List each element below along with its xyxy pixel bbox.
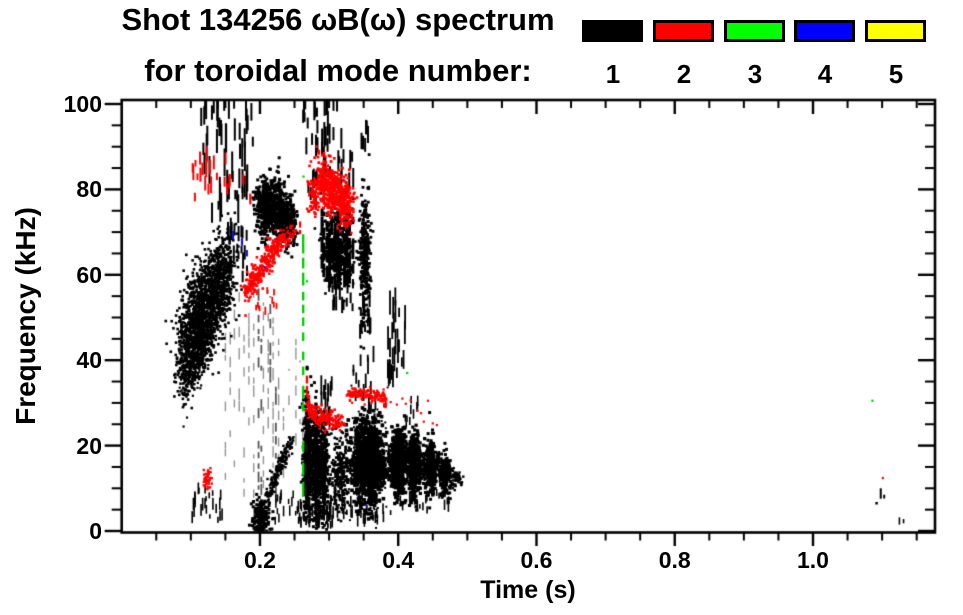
y-tick-label-80: 80: [76, 176, 102, 203]
plot-title-line1: Shot 134256 ωB(ω) spectrum: [121, 2, 555, 37]
y-axis-title: Frequency (kHz): [10, 207, 41, 425]
y-tick-label-0: 0: [89, 518, 102, 544]
x-tick-label-0.6: 0.6: [520, 547, 553, 573]
legend-label-n4: 4: [817, 59, 833, 89]
legend-swatch-n5: [865, 20, 926, 42]
y-tick-label-60: 60: [76, 261, 102, 288]
legend-label-n2: 2: [676, 59, 692, 89]
x-tick-label-0.8: 0.8: [658, 547, 691, 573]
x-tick-label-0.4: 0.4: [382, 547, 415, 573]
legend-swatch-n4: [794, 20, 855, 42]
legend-label-n3: 3: [747, 59, 763, 89]
legend-label-n1: 1: [605, 59, 621, 89]
y-tick-label-100: 100: [63, 91, 102, 117]
x-axis-title: Time (s): [480, 576, 576, 604]
x-tick-label-0.2: 0.2: [243, 547, 276, 573]
y-tick-label-20: 20: [76, 432, 102, 459]
y-tick-label-40: 40: [76, 347, 102, 374]
legend-swatch-n2: [653, 20, 714, 42]
legend-swatch-n1: [582, 20, 643, 42]
plot-title-line2: for toroidal mode number:: [144, 53, 532, 88]
legend-label-n5: 5: [888, 59, 904, 89]
legend-swatch-n3: [724, 20, 785, 42]
x-tick-label-1.0: 1.0: [797, 547, 829, 573]
